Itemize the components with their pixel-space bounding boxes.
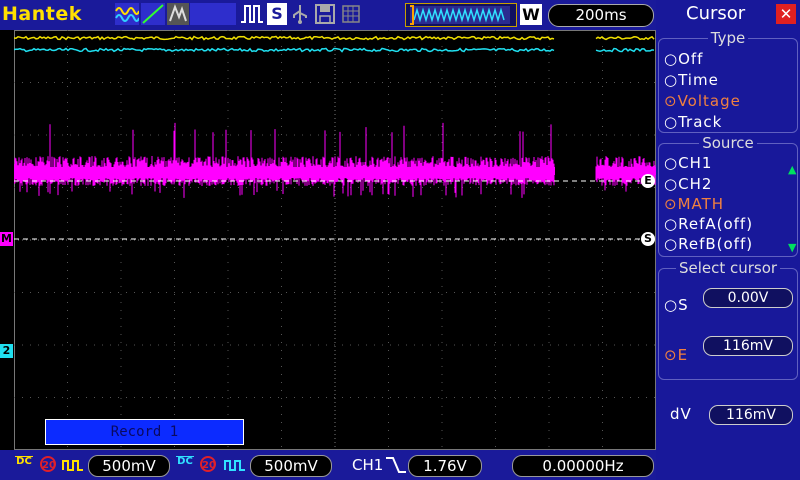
source-group-title: Source: [656, 134, 800, 152]
cursor-e-value[interactable]: 116mV: [703, 336, 793, 356]
type-option-voltage[interactable]: ⊙Voltage: [664, 92, 741, 110]
ch2-marker[interactable]: 2: [0, 344, 13, 358]
scroll-up-icon[interactable]: ▲: [788, 163, 797, 176]
trigger-mode-button[interactable]: W: [520, 4, 542, 25]
panel-title: Cursor: [686, 3, 746, 24]
brand-logo: Hantek: [2, 3, 82, 25]
record-label: Record 1: [45, 419, 244, 445]
math-marker[interactable]: M: [0, 232, 13, 246]
ch1-trace: [13, 35, 655, 41]
persistence-icon: [167, 3, 189, 25]
cursor-s-marker[interactable]: S: [641, 232, 655, 246]
cursor-e-option[interactable]: ⊙E: [664, 346, 689, 364]
type-option-off[interactable]: ○Off: [664, 50, 704, 68]
timebase-readout[interactable]: 200ms: [548, 4, 654, 27]
cursor-lines: [14, 180, 642, 240]
waveform-traces: [13, 35, 656, 198]
save-disk-icon[interactable]: [315, 3, 335, 25]
delta-v-label: dV: [670, 405, 692, 423]
trigger-level[interactable]: 1.76V: [408, 455, 482, 477]
trigger-source: CH1: [352, 456, 384, 474]
cursor-menu-panel: Cursor ✕ Type ○Off ○Time ⊙Voltage ○Track…: [656, 0, 800, 480]
graticule: [14, 30, 656, 450]
timebase-position-bar[interactable]: [405, 3, 517, 27]
ch1-scale[interactable]: 500mV: [88, 455, 170, 477]
pulse-trigger-icon: [241, 5, 263, 23]
waveform-icon: [115, 3, 139, 25]
grid-settings-icon: [342, 5, 360, 23]
ch2-trace: [13, 47, 655, 53]
close-icon[interactable]: ✕: [776, 4, 796, 24]
waveform-canvas: [13, 30, 656, 450]
cursor-e-marker[interactable]: E: [641, 174, 655, 188]
ch1-bandwidth-limit-icon: 20: [40, 456, 56, 472]
top-status-bar: Hantek S W 200ms: [0, 0, 656, 30]
frequency-readout: 0.00000Hz: [512, 455, 654, 477]
cursor-s-option[interactable]: ○S: [664, 296, 689, 314]
save-mode-icon[interactable]: S: [267, 3, 287, 25]
ch1-coupling-icon: DC: [15, 456, 33, 467]
math-trace-core: [596, 167, 656, 175]
ch1-invert-icon: [62, 460, 83, 471]
bottom-status-bar: DC 20 500mV DC 20 500mV CH1 1.76V 0.0000…: [0, 450, 656, 480]
type-group-title: Type: [656, 29, 800, 47]
scroll-down-icon[interactable]: ▼: [788, 241, 797, 254]
source-option-refb[interactable]: ○RefB(off): [664, 235, 754, 253]
select-cursor-title: Select cursor: [656, 259, 800, 277]
source-option-math[interactable]: ⊙MATH: [664, 195, 725, 213]
type-option-time[interactable]: ○Time: [664, 71, 719, 89]
math-trace-core: [14, 167, 555, 175]
cursor-s-value[interactable]: 0.00V: [703, 288, 793, 308]
usb-icon: [293, 5, 307, 24]
acquire-status-box: [190, 3, 236, 25]
source-option-ch1[interactable]: ○CH1: [664, 154, 713, 172]
ch2-scale[interactable]: 500mV: [250, 455, 332, 477]
ch2-bandwidth-limit-icon: 20: [200, 456, 216, 472]
waveform-display[interactable]: Record 1: [13, 30, 656, 450]
memory-depth-icon: [410, 5, 510, 25]
source-option-ch2[interactable]: ○CH2: [664, 175, 713, 193]
ch2-coupling-icon: DC: [176, 456, 194, 467]
ch2-invert-icon: [224, 460, 245, 471]
line-display-icon: [141, 3, 165, 25]
source-option-refa[interactable]: ○RefA(off): [664, 215, 754, 233]
trigger-falling-edge-icon: [386, 457, 406, 473]
type-option-track[interactable]: ○Track: [664, 113, 723, 131]
delta-v-value: 116mV: [709, 405, 793, 425]
